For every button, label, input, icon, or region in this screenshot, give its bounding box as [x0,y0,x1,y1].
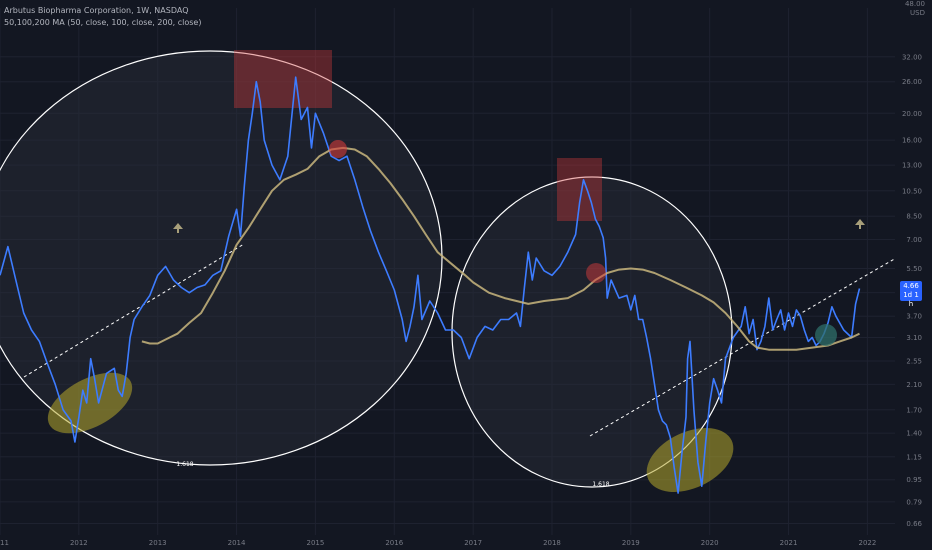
resistance-box-right [557,158,602,221]
time-tick-label: 2013 [149,539,167,547]
price-tick-label: 5.50 [906,265,922,273]
fib-circle-right [451,176,733,488]
price-tick-label: 1.40 [906,430,922,438]
price-tick-label: 16.00 [902,137,922,145]
trendline-left [23,243,245,378]
price-series-line [0,76,861,494]
price-tick-label: 32.00 [902,53,922,61]
series-lines [0,76,861,494]
price-tick-label: 7.00 [906,236,922,244]
currency-label: USD [910,9,925,17]
trendline-right [589,257,897,437]
arrow-up-icon [855,219,865,229]
time-tick-label: 2014 [228,539,246,547]
price-tick-label: 20.00 [902,110,922,118]
price-tick-label: 2.10 [906,381,922,389]
price-tick-label: 0.66 [906,520,922,528]
price-tick-label: 26.00 [902,78,922,86]
price-tick-label: 10.50 [902,187,922,195]
price-tick-label: 3.70 [906,313,922,321]
time-tick-label: 2015 [307,539,325,547]
resistance-box-left [234,50,332,108]
time-tick-label: 2022 [858,539,876,547]
bar-countdown: 1d 1 h [903,291,919,308]
symbol-title: Arbutus Biopharma Corporation, 1W, NASDA… [4,6,189,15]
time-tick-label: 2019 [622,539,640,547]
ma-touch-marker-left [329,140,347,158]
time-tick-label: 2017 [464,539,482,547]
price-tick-label: 0.79 [906,498,922,506]
fib-label-right: 1.618 [592,481,609,488]
price-axis-top-label: 48.00 [904,0,925,8]
current-marker [815,324,837,346]
time-tick-label: 2011 [0,539,9,547]
indicator-legend: 50,100,200 MA (50, close, 100, close, 20… [4,18,202,27]
chart-grid [0,8,895,535]
price-axis-header: 48.00 USD [905,0,925,18]
price-tick-label: 13.00 [902,162,922,170]
time-tick-label: 2018 [543,539,561,547]
fib-label-left: 1.618 [176,461,193,468]
ma-touch-marker-right [586,263,606,283]
last-price-tag: 4.66 1d 1 h [900,281,922,308]
price-tick-label: 1.70 [906,406,922,414]
last-price-value: 4.66 [903,282,919,290]
time-tick-label: 2016 [385,539,403,547]
support-ellipse-right [646,428,734,492]
price-tick-label: 3.10 [906,334,922,342]
time-tick-label: 2020 [701,539,719,547]
moving-average-line [141,146,860,351]
time-axis[interactable]: 2011 2012 2013 2014 2015 2016 2017 2018 2019 2020… [0,539,876,547]
price-tick-label: 8.50 [906,213,922,221]
arrow-up-icon [173,223,183,233]
time-tick-label: 2021 [780,539,798,547]
time-tick-label: 2012 [70,539,88,547]
price-tick-label: 0.95 [906,476,922,484]
price-tick-label: 2.55 [906,357,922,365]
price-tick-label: 1.15 [906,453,922,461]
